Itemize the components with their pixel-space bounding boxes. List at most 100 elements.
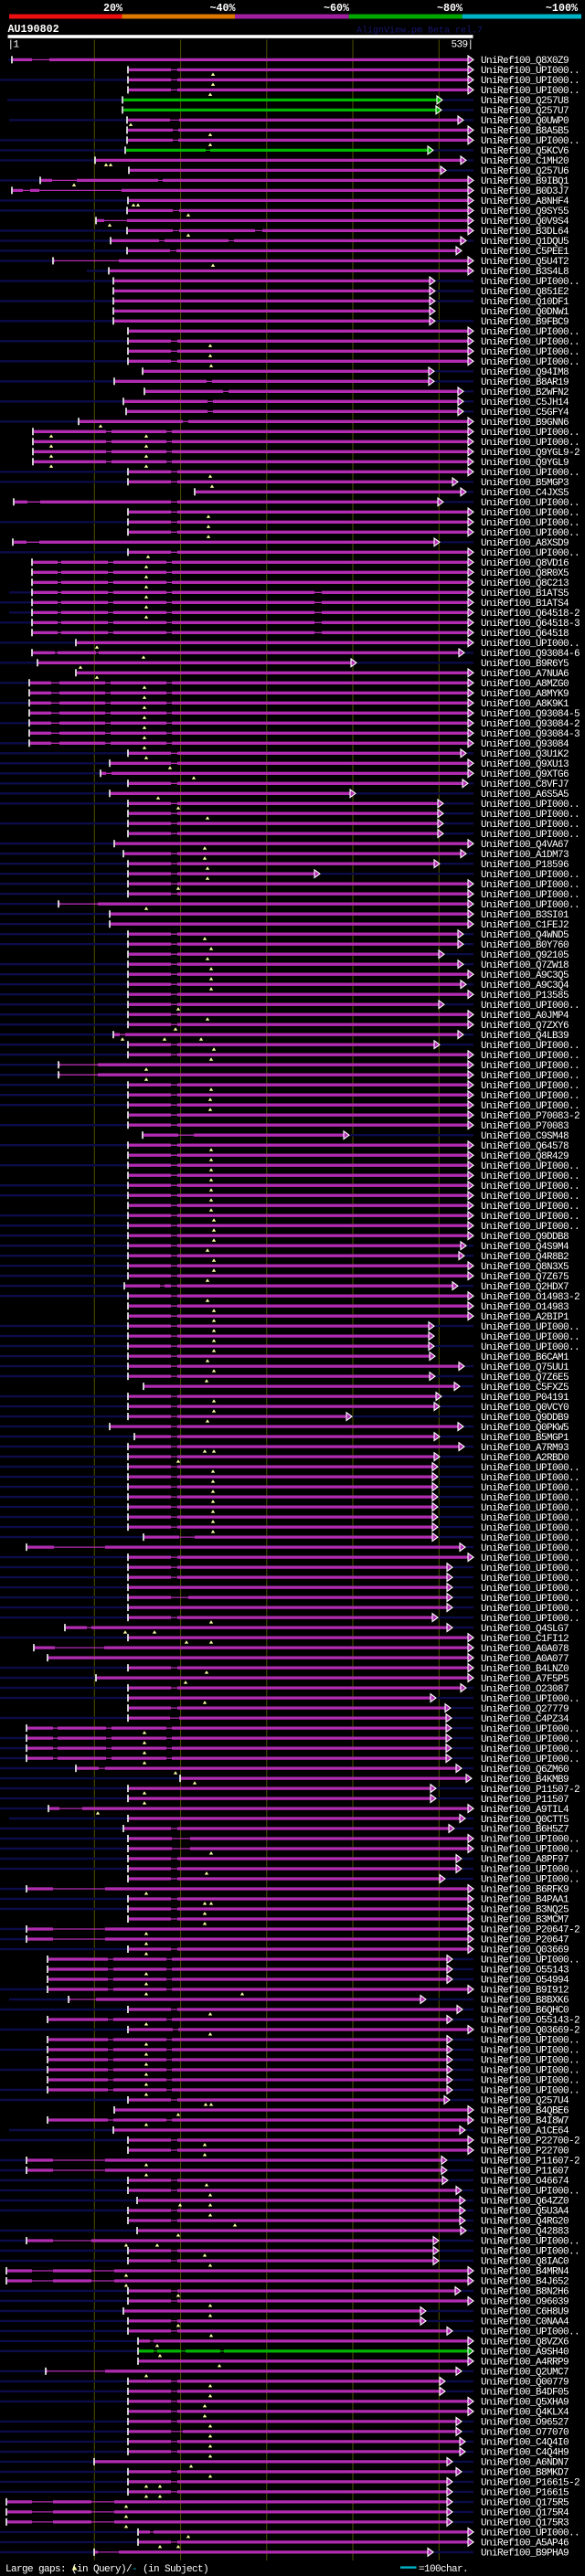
svg-text:UniRef100_Q0PKW5: UniRef100_Q0PKW5 <box>481 1423 569 1434</box>
svg-text:UniRef100_C5PEE1: UniRef100_C5PEE1 <box>481 247 569 258</box>
svg-text:UniRef100_Q9YGL9-2: UniRef100_Q9YGL9-2 <box>481 448 580 459</box>
svg-text:UniRef100_Q64518-2: UniRef100_Q64518-2 <box>481 609 580 620</box>
svg-text:UniRef100_B6CAM1: UniRef100_B6CAM1 <box>481 1352 569 1363</box>
svg-text:UniRef100_UPI000..: UniRef100_UPI000.. <box>481 900 580 911</box>
svg-text:UniRef100_Q4RG20: UniRef100_Q4RG20 <box>481 2217 569 2228</box>
svg-text:UniRef100_C5JH14: UniRef100_C5JH14 <box>481 398 569 408</box>
svg-text:UniRef100_C4Q4I0: UniRef100_C4Q4I0 <box>481 2438 569 2449</box>
svg-text:UniRef100_UPI000..: UniRef100_UPI000.. <box>481 2056 580 2067</box>
svg-text:UniRef100_UPI000..: UniRef100_UPI000.. <box>481 810 580 821</box>
svg-text:UniRef100_Q9DDB8: UniRef100_Q9DDB8 <box>481 1232 569 1243</box>
svg-text:UniRef100_UPI000..: UniRef100_UPI000.. <box>481 528 580 539</box>
svg-text:20%: 20% <box>103 2 123 15</box>
svg-text:UniRef100_B9PHA9: UniRef100_B9PHA9 <box>481 2549 569 2560</box>
svg-text:UniRef100_Q5U4T2: UniRef100_Q5U4T2 <box>481 257 569 268</box>
svg-text:UniRef100_B6RFK9: UniRef100_B6RFK9 <box>481 1885 569 1896</box>
svg-text:UniRef100_Q257U6: UniRef100_Q257U6 <box>481 166 569 177</box>
svg-text:UniRef100_UPI000..: UniRef100_UPI000.. <box>481 2237 580 2248</box>
svg-text:UniRef100_Q257U4: UniRef100_Q257U4 <box>481 2096 569 2107</box>
svg-text:UniRef100_P11507-2: UniRef100_P11507-2 <box>481 1785 580 1796</box>
svg-text:UniRef100_Q9DDB9: UniRef100_Q9DDB9 <box>481 1413 569 1424</box>
svg-text:UniRef100_UPI000..: UniRef100_UPI000.. <box>481 518 580 529</box>
svg-text:UniRef100_UPI000..: UniRef100_UPI000.. <box>481 86 580 97</box>
svg-text:UniRef100_UPI000..: UniRef100_UPI000.. <box>481 1553 580 1564</box>
svg-text:UniRef100_A4RRP9: UniRef100_A4RRP9 <box>481 2358 569 2369</box>
svg-text:UniRef100_B4PAA1: UniRef100_B4PAA1 <box>481 1895 569 1906</box>
svg-text:UniRef100_Q1DQU5: UniRef100_Q1DQU5 <box>481 237 569 248</box>
svg-text:UniRef100_A7F5P5: UniRef100_A7F5P5 <box>481 1674 569 1685</box>
svg-text:539|: 539| <box>451 40 473 51</box>
svg-text:UniRef100_P16615-2: UniRef100_P16615-2 <box>481 2478 580 2489</box>
svg-text:UniRef100_UPI000..: UniRef100_UPI000.. <box>481 1101 580 1112</box>
svg-text:UniRef100_UPI000..: UniRef100_UPI000.. <box>481 1564 580 1574</box>
svg-text:UniRef100_Q8N3X5: UniRef100_Q8N3X5 <box>481 1262 569 1273</box>
svg-text:UniRef100_B9I912: UniRef100_B9I912 <box>481 1986 569 1997</box>
svg-text:UniRef100_UPI000..: UniRef100_UPI000.. <box>481 277 580 288</box>
svg-text:UniRef100_UPI000..: UniRef100_UPI000.. <box>481 1192 580 1203</box>
svg-text:UniRef100_A9TIL4: UniRef100_A9TIL4 <box>481 1805 569 1816</box>
svg-text:UniRef100_UPI000..: UniRef100_UPI000.. <box>481 2086 580 2097</box>
svg-text:UniRef100_A2RBD0: UniRef100_A2RBD0 <box>481 1453 569 1464</box>
svg-text:UniRef100_B5MGP1: UniRef100_B5MGP1 <box>481 1433 569 1444</box>
svg-text:UniRef100_A7RM93: UniRef100_A7RM93 <box>481 1443 569 1454</box>
svg-text:UniRef100_Q75UU1: UniRef100_Q75UU1 <box>481 1362 569 1373</box>
svg-text:UniRef100_A0A077: UniRef100_A0A077 <box>481 1654 569 1665</box>
svg-text:UniRef100_Q6ZM60: UniRef100_Q6ZM60 <box>481 1765 569 1776</box>
svg-text:~80%: ~80% <box>437 2 463 15</box>
svg-text:UniRef100_P70083-2: UniRef100_P70083-2 <box>481 1111 580 1122</box>
svg-text:UniRef100_B5MGP3: UniRef100_B5MGP3 <box>481 478 569 489</box>
svg-text:AlignView.pm Beta rel.7: AlignView.pm Beta rel.7 <box>356 26 483 37</box>
svg-text:UniRef100_A8MYK9: UniRef100_A8MYK9 <box>481 689 569 700</box>
svg-text:UniRef100_B8MKD7: UniRef100_B8MKD7 <box>481 2468 569 2479</box>
svg-text:UniRef100_UPI000..: UniRef100_UPI000.. <box>481 357 580 368</box>
svg-text:UniRef100_Q4SLG7: UniRef100_Q4SLG7 <box>481 1624 569 1635</box>
svg-text:UniRef100_P11607-2: UniRef100_P11607-2 <box>481 2157 580 2168</box>
svg-text:UniRef100_UPI000..: UniRef100_UPI000.. <box>481 1342 580 1353</box>
svg-text:UniRef100_Q9XU13: UniRef100_Q9XU13 <box>481 759 569 770</box>
svg-text:UniRef100_C4Q4H9: UniRef100_C4Q4H9 <box>481 2448 569 2459</box>
svg-text:UniRef100_B3SI01: UniRef100_B3SI01 <box>481 910 569 921</box>
svg-text:UniRef100_Q8R0X5: UniRef100_Q8R0X5 <box>481 568 569 579</box>
svg-text:UniRef100_UPI000..: UniRef100_UPI000.. <box>481 1071 580 1082</box>
svg-text:UniRef100_UPI000..: UniRef100_UPI000.. <box>481 76 580 87</box>
svg-text:UniRef100_Q175R4: UniRef100_Q175R4 <box>481 2508 569 2519</box>
svg-text:UniRef100_UPI000..: UniRef100_UPI000.. <box>481 548 580 559</box>
svg-text:UniRef100_B9FBC9: UniRef100_B9FBC9 <box>481 317 569 328</box>
svg-text:UniRef100_UPI000..: UniRef100_UPI000.. <box>481 1594 580 1605</box>
svg-text:UniRef100_Q4R8B2: UniRef100_Q4R8B2 <box>481 1252 569 1263</box>
svg-text:UniRef100_C9SM48: UniRef100_C9SM48 <box>481 1131 569 1142</box>
svg-text:UniRef100_Q4S9M4: UniRef100_Q4S9M4 <box>481 1242 569 1253</box>
svg-text:UniRef100_Q4LB39: UniRef100_Q4LB39 <box>481 1031 569 1042</box>
svg-text:UniRef100_UPI000..: UniRef100_UPI000.. <box>481 1212 580 1223</box>
svg-text:UniRef100_UPI000..: UniRef100_UPI000.. <box>481 1081 580 1092</box>
svg-text:UniRef100_UPI000..: UniRef100_UPI000.. <box>481 468 580 479</box>
svg-text:UniRef100_Q257U8: UniRef100_Q257U8 <box>481 96 569 107</box>
svg-text:UniRef100_A8NHF4: UniRef100_A8NHF4 <box>481 196 569 207</box>
svg-text:UniRef100_B9GNN6: UniRef100_B9GNN6 <box>481 418 569 429</box>
svg-text:UniRef100_Q8C213: UniRef100_Q8C213 <box>481 578 569 589</box>
svg-text:UniRef100_Q93084: UniRef100_Q93084 <box>481 739 569 750</box>
svg-text:UniRef100_Q851E2: UniRef100_Q851E2 <box>481 287 569 298</box>
svg-text:UniRef100_A1DM73: UniRef100_A1DM73 <box>481 850 569 861</box>
svg-text:UniRef100_UPI000..: UniRef100_UPI000.. <box>481 1543 580 1554</box>
svg-text:UniRef100_Q5XHA9: UniRef100_Q5XHA9 <box>481 2398 569 2409</box>
svg-text:UniRef100_Q0CTT5: UniRef100_Q0CTT5 <box>481 1815 569 1826</box>
svg-text:UniRef100_UPI000..: UniRef100_UPI000.. <box>481 1041 580 1052</box>
svg-text:UniRef100_UPI000..: UniRef100_UPI000.. <box>481 508 580 519</box>
svg-text:UniRef100_P16615: UniRef100_P16615 <box>481 2488 569 2499</box>
svg-text:UniRef100_UPI000..: UniRef100_UPI000.. <box>481 1202 580 1213</box>
svg-text:UniRef100_UPI000..: UniRef100_UPI000.. <box>481 639 580 650</box>
svg-text:UniRef100_Q9SY55: UniRef100_Q9SY55 <box>481 207 569 217</box>
svg-text:UniRef100_Q2UMC7: UniRef100_Q2UMC7 <box>481 2368 569 2379</box>
svg-text:UniRef100_Q2HDX7: UniRef100_Q2HDX7 <box>481 1282 569 1293</box>
svg-text:UniRef100_Q93084-3: UniRef100_Q93084-3 <box>481 729 580 740</box>
svg-text:UniRef100_UPI000..: UniRef100_UPI000.. <box>481 2066 580 2077</box>
svg-text:UniRef100_UPI000..: UniRef100_UPI000.. <box>481 337 580 348</box>
svg-text:UniRef100_UPI000..: UniRef100_UPI000.. <box>481 1463 580 1474</box>
svg-text:UniRef100_UPI000..: UniRef100_UPI000.. <box>481 1734 580 1745</box>
svg-text:UniRef100_C0NAA4: UniRef100_C0NAA4 <box>481 2317 569 2328</box>
svg-text:UniRef100_B4LNZ0: UniRef100_B4LNZ0 <box>481 1664 569 1675</box>
svg-text:UniRef100_C5FXZ5: UniRef100_C5FXZ5 <box>481 1383 569 1394</box>
svg-text:UniRef100_UPI000..: UniRef100_UPI000.. <box>481 1051 580 1062</box>
svg-text:UniRef100_C4PZ34: UniRef100_C4PZ34 <box>481 1714 569 1725</box>
